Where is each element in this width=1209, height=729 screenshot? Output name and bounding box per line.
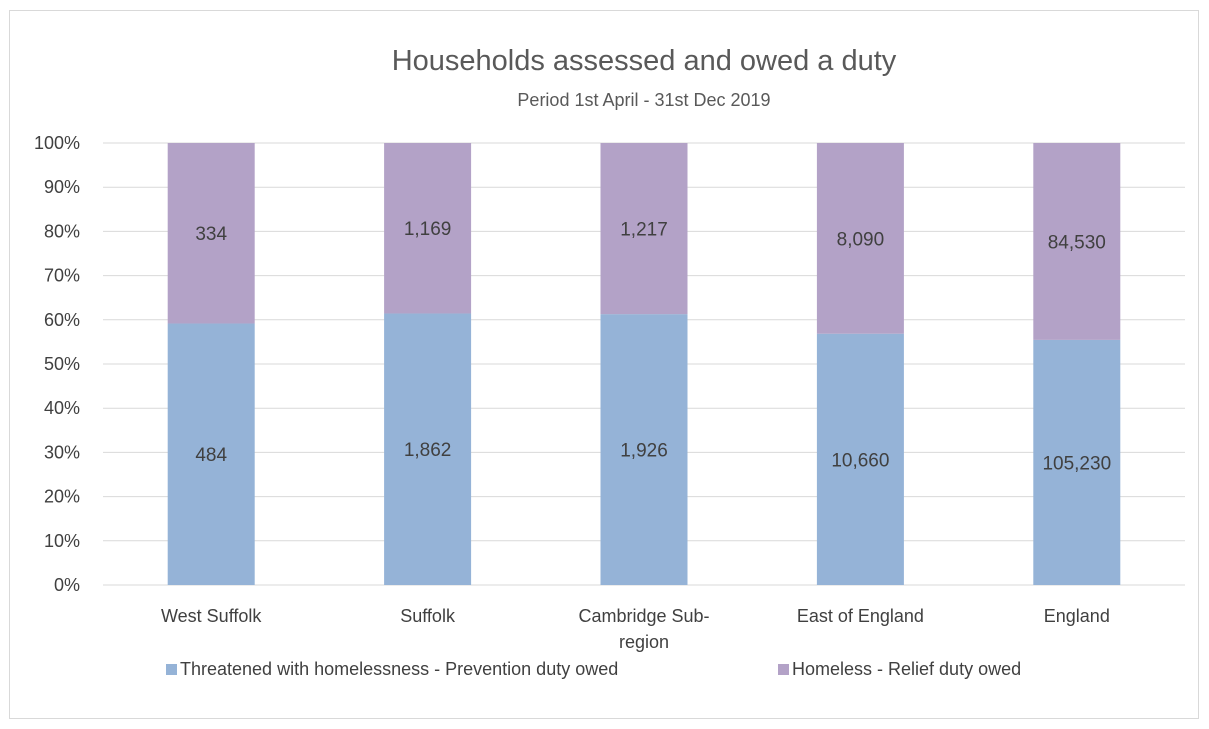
y-tick-label: 70%	[44, 266, 80, 286]
y-tick-label: 50%	[44, 354, 80, 374]
data-label: 1,926	[620, 441, 668, 462]
data-label: 1,862	[404, 440, 452, 461]
legend-label: Homeless - Relief duty owed	[792, 659, 1021, 679]
data-labels: 484 334 1,862 1,169 1,926 1,217 10,660 8,090 105…	[195, 219, 1111, 474]
chart-subtitle: Period 1st April - 31st Dec 2019	[517, 90, 770, 110]
chart-title: Households assessed and owed a duty	[392, 45, 897, 77]
y-tick-label: 80%	[44, 221, 80, 241]
x-category-label: Cambridge Sub-	[578, 606, 709, 626]
bar-segment-relief	[816, 143, 904, 334]
legend: Threatened with homelessness - Preventio…	[166, 659, 1021, 679]
bar-segment-relief	[384, 143, 472, 314]
bar-segment-prevention	[600, 314, 688, 585]
x-axis-categories: West Suffolk Suffolk Cambridge Sub-region E…	[161, 606, 1110, 652]
bar-segment-prevention	[384, 313, 472, 585]
legend-swatch	[166, 664, 177, 675]
x-category-label: East of England	[797, 606, 924, 626]
data-label: 10,660	[831, 450, 889, 471]
y-tick-label: 40%	[44, 398, 80, 418]
bar-segment-relief	[167, 143, 255, 324]
bar-segment-relief	[600, 143, 688, 315]
bars	[167, 143, 1121, 585]
x-category-label: England	[1044, 606, 1110, 626]
x-category-label: region	[619, 632, 669, 652]
x-category-label: West Suffolk	[161, 606, 262, 626]
chart-frame: Households assessed and owed a duty Peri…	[9, 10, 1199, 719]
y-tick-label: 20%	[44, 487, 80, 507]
x-category-label: Suffolk	[400, 606, 456, 626]
data-label: 84,530	[1048, 232, 1106, 253]
y-tick-label: 30%	[44, 442, 80, 462]
data-label: 484	[195, 445, 227, 466]
data-label: 8,090	[837, 229, 885, 250]
y-tick-label: 90%	[44, 177, 80, 197]
bar-segment-prevention	[816, 333, 904, 585]
data-label: 334	[195, 224, 227, 245]
y-axis-ticks: 0% 10% 20% 30% 40% 50% 60% 70% 80% 90% 100%	[34, 133, 80, 595]
bar-segment-prevention	[167, 323, 255, 585]
data-label: 1,217	[620, 220, 668, 241]
y-tick-label: 60%	[44, 310, 80, 330]
y-tick-label: 100%	[34, 133, 80, 153]
legend-swatch	[778, 664, 789, 675]
data-label: 105,230	[1042, 453, 1111, 474]
bar-segment-prevention	[1033, 339, 1121, 585]
legend-label: Threatened with homelessness - Preventio…	[180, 659, 618, 679]
y-tick-label: 0%	[54, 575, 80, 595]
chart-svg: Households assessed and owed a duty Peri…	[34, 45, 1185, 679]
bar-segment-relief	[1033, 143, 1121, 340]
data-label: 1,169	[404, 219, 452, 240]
y-tick-label: 10%	[44, 531, 80, 551]
